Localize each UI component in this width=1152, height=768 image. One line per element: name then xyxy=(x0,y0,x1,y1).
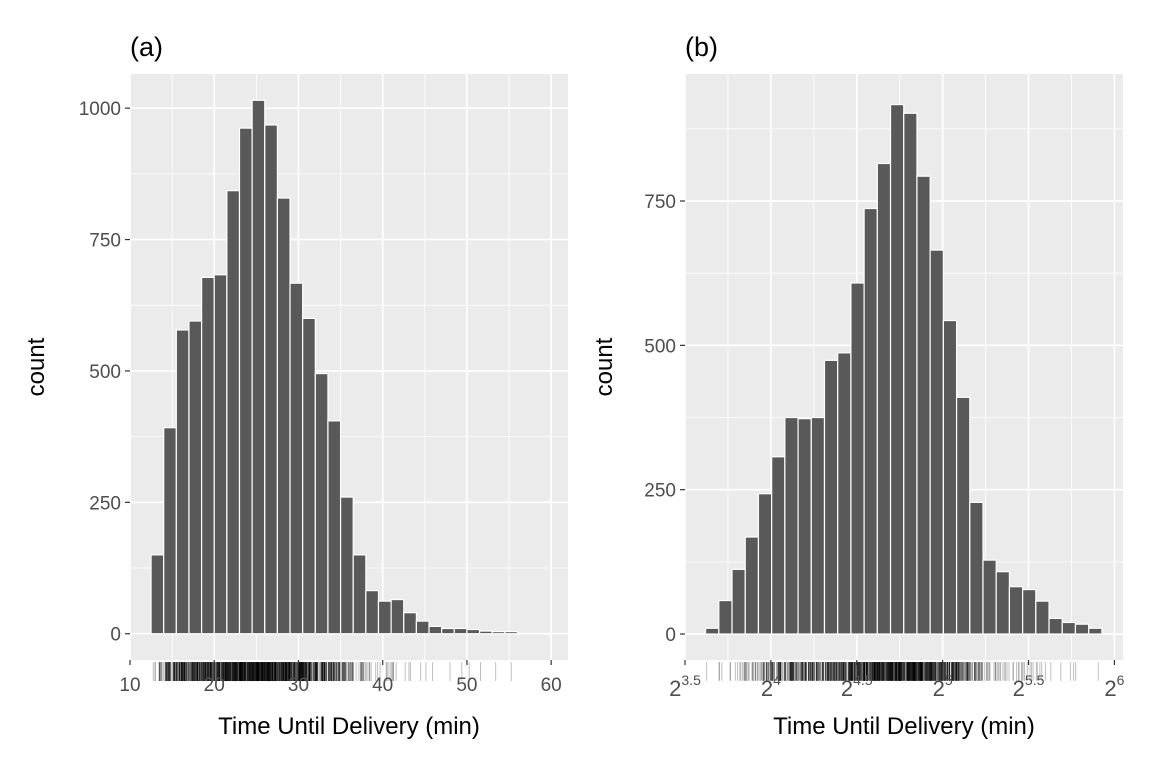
panel-tag: (b) xyxy=(685,32,718,62)
histogram-bar xyxy=(744,536,760,635)
y-tick-label: 0 xyxy=(110,625,121,646)
histogram-bar xyxy=(929,249,944,635)
x-axis-title: Time Until Delivery (min) xyxy=(218,713,480,740)
histogram-bar xyxy=(850,282,865,635)
histogram-bar xyxy=(797,418,812,635)
panel-b: 0 250 500 750 23.5 24 24.5 25 25.5 26 Time Until D… xyxy=(591,32,1125,740)
x-tick-label: 25 xyxy=(933,672,953,701)
histogram-bar xyxy=(238,127,253,635)
histogram-bar xyxy=(377,600,392,635)
x-axis-title: Time Until Delivery (min) xyxy=(773,713,1035,740)
histogram-bar xyxy=(188,320,203,635)
x-tick-label: 40 xyxy=(372,675,393,696)
histogram-bar xyxy=(705,627,720,635)
histogram-bar xyxy=(466,628,481,635)
histogram-bar xyxy=(823,359,839,635)
histogram-bar xyxy=(163,427,177,635)
histogram-bar xyxy=(810,416,826,635)
y-tick-label: 0 xyxy=(665,625,676,646)
histogram-bar xyxy=(491,631,506,635)
histogram-bar xyxy=(289,282,304,635)
x-tick-label: 23.5 xyxy=(669,672,701,701)
x-tick-label: 50 xyxy=(456,675,477,696)
histogram-bar xyxy=(428,625,443,635)
histogram-bar xyxy=(1022,588,1037,635)
histogram-bar xyxy=(876,162,892,635)
histogram-bar xyxy=(213,274,228,635)
histogram-bar xyxy=(403,612,417,635)
histogram-bar xyxy=(718,599,733,635)
histogram-bar xyxy=(995,571,1011,635)
panel-tag: (a) xyxy=(130,32,163,62)
histogram-bar xyxy=(352,554,367,635)
rug-marks xyxy=(152,662,512,682)
histogram-bar xyxy=(415,620,430,635)
histogram-bar xyxy=(302,317,316,635)
histogram-bar xyxy=(251,99,266,635)
x-tick-label: 25.5 xyxy=(1013,672,1045,701)
histogram-bar xyxy=(314,372,329,635)
x-tick-label: 20 xyxy=(204,675,225,696)
histogram-bar xyxy=(771,456,786,635)
x-tick-label: 10 xyxy=(119,675,140,696)
histogram-bar xyxy=(1088,627,1103,635)
histogram-bar xyxy=(837,352,852,635)
histogram-bar xyxy=(264,124,279,635)
histogram-bar xyxy=(955,396,971,635)
histogram-bar xyxy=(903,112,918,635)
x-tick-label: 60 xyxy=(541,675,562,696)
y-axis-title: count xyxy=(591,337,618,396)
y-tick-label: 500 xyxy=(644,336,676,357)
histogram-bar xyxy=(478,630,493,635)
histogram-bar xyxy=(1048,617,1063,635)
histogram-bar xyxy=(441,627,455,635)
y-axis-title: count xyxy=(23,337,50,396)
histogram-bar xyxy=(982,559,997,635)
histogram-bar xyxy=(1008,586,1024,635)
y-tick-label: 750 xyxy=(89,231,121,252)
histogram-bar xyxy=(453,627,468,635)
histogram-bar xyxy=(390,598,405,635)
x-tick-label: 30 xyxy=(288,675,309,696)
histogram-bar xyxy=(175,329,190,635)
y-tick-label: 250 xyxy=(644,481,676,502)
x-tick-label: 24.5 xyxy=(841,672,873,701)
histogram-bar xyxy=(1061,621,1077,635)
histogram-bar xyxy=(504,631,519,635)
histogram-bar xyxy=(784,416,799,635)
rug-marks xyxy=(706,662,1099,681)
panel-a: 0 250 500 750 1000 10 20 30 40 50 60 Time Until Del… xyxy=(23,32,568,740)
histogram-bar xyxy=(327,420,342,635)
histogram-bar xyxy=(942,319,958,635)
histogram-bar xyxy=(916,175,931,635)
histogram-bar xyxy=(200,276,215,635)
histogram-bar xyxy=(339,496,354,635)
histogram-bar xyxy=(731,568,746,635)
y-tick-label: 500 xyxy=(89,362,121,383)
histogram-bar xyxy=(863,207,878,635)
y-tick-label: 750 xyxy=(644,192,676,213)
histogram-bar xyxy=(150,554,165,635)
y-tick-label: 1000 xyxy=(79,99,121,120)
histogram-bar xyxy=(889,103,905,635)
histogram-bar xyxy=(365,590,380,635)
histogram-bar xyxy=(969,501,984,635)
x-tick-label: 24 xyxy=(761,672,781,701)
histogram-bar xyxy=(276,197,291,635)
histogram-bar xyxy=(226,190,241,635)
histogram-bar xyxy=(1074,623,1090,635)
histogram-bar xyxy=(1035,600,1050,635)
x-tick-label: 26 xyxy=(1104,672,1124,701)
y-tick-label: 250 xyxy=(89,493,121,514)
histogram-bar xyxy=(757,493,773,635)
